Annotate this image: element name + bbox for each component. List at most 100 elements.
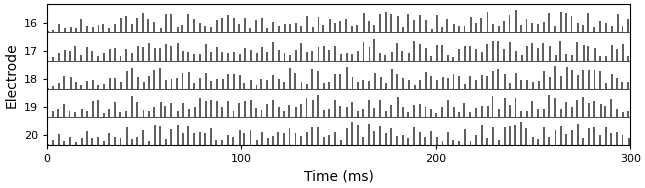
FancyArrow shape [627, 55, 629, 61]
FancyArrow shape [181, 73, 183, 89]
FancyArrow shape [250, 80, 252, 89]
FancyArrow shape [491, 96, 493, 117]
FancyArrow shape [402, 78, 404, 89]
FancyArrow shape [362, 137, 364, 145]
FancyArrow shape [515, 51, 517, 61]
FancyArrow shape [119, 138, 121, 145]
FancyArrow shape [159, 68, 161, 89]
FancyArrow shape [239, 130, 241, 145]
FancyArrow shape [272, 42, 274, 61]
FancyArrow shape [75, 142, 77, 145]
FancyArrow shape [346, 107, 348, 117]
FancyArrow shape [170, 14, 172, 32]
FancyArrow shape [491, 41, 493, 61]
FancyArrow shape [227, 101, 229, 117]
FancyArrow shape [351, 54, 353, 61]
FancyArrow shape [312, 100, 313, 117]
FancyArrow shape [227, 53, 229, 61]
FancyArrow shape [131, 139, 133, 145]
FancyArrow shape [413, 85, 415, 89]
FancyArrow shape [368, 124, 370, 145]
FancyArrow shape [306, 98, 308, 117]
FancyArrow shape [199, 98, 201, 117]
FancyArrow shape [312, 51, 313, 61]
FancyArrow shape [74, 112, 76, 117]
FancyArrow shape [125, 49, 127, 61]
FancyArrow shape [143, 47, 144, 61]
FancyArrow shape [504, 127, 506, 145]
FancyArrow shape [622, 135, 624, 145]
FancyArrow shape [430, 76, 432, 89]
FancyArrow shape [261, 47, 263, 61]
FancyArrow shape [306, 16, 308, 32]
FancyArrow shape [136, 102, 138, 117]
FancyArrow shape [470, 76, 471, 89]
FancyArrow shape [266, 104, 268, 117]
FancyArrow shape [543, 71, 545, 89]
FancyArrow shape [91, 138, 93, 145]
FancyArrow shape [126, 71, 128, 89]
FancyArrow shape [385, 12, 387, 32]
FancyArrow shape [555, 130, 557, 145]
FancyArrow shape [159, 48, 161, 61]
FancyArrow shape [216, 20, 218, 32]
FancyArrow shape [177, 27, 179, 32]
FancyArrow shape [402, 27, 404, 32]
FancyArrow shape [537, 139, 539, 145]
FancyArrow shape [373, 73, 375, 89]
FancyArrow shape [475, 49, 477, 61]
FancyArrow shape [419, 104, 421, 117]
FancyArrow shape [143, 82, 144, 89]
FancyArrow shape [373, 131, 375, 145]
FancyArrow shape [402, 107, 404, 117]
FancyArrow shape [352, 77, 353, 89]
FancyArrow shape [606, 127, 608, 145]
FancyArrow shape [430, 131, 432, 145]
FancyArrow shape [611, 45, 613, 61]
FancyArrow shape [154, 125, 155, 145]
FancyArrow shape [458, 112, 460, 117]
FancyArrow shape [194, 107, 195, 117]
FancyArrow shape [531, 43, 533, 61]
FancyArrow shape [182, 103, 184, 117]
FancyArrow shape [339, 21, 341, 32]
FancyArrow shape [555, 98, 557, 117]
FancyArrow shape [582, 25, 584, 32]
FancyArrow shape [407, 112, 409, 117]
FancyArrow shape [340, 140, 342, 145]
FancyArrow shape [57, 83, 59, 89]
FancyArrow shape [515, 73, 517, 89]
FancyArrow shape [436, 137, 438, 145]
FancyArrow shape [283, 82, 285, 89]
FancyArrow shape [187, 14, 189, 32]
FancyArrow shape [515, 11, 517, 32]
FancyArrow shape [328, 82, 330, 89]
FancyArrow shape [362, 80, 364, 89]
FancyArrow shape [317, 47, 319, 61]
FancyArrow shape [170, 79, 172, 89]
FancyArrow shape [288, 128, 290, 145]
FancyArrow shape [237, 103, 240, 117]
FancyArrow shape [250, 100, 252, 117]
FancyArrow shape [373, 108, 375, 117]
FancyArrow shape [249, 28, 251, 32]
FancyArrow shape [334, 46, 336, 61]
FancyArrow shape [509, 42, 511, 61]
FancyArrow shape [119, 56, 121, 61]
FancyArrow shape [520, 111, 522, 117]
FancyArrow shape [266, 80, 268, 89]
FancyArrow shape [379, 126, 381, 145]
FancyArrow shape [458, 26, 460, 32]
FancyArrow shape [622, 45, 624, 61]
FancyArrow shape [346, 53, 348, 61]
FancyArrow shape [47, 144, 49, 145]
FancyArrow shape [233, 52, 235, 61]
FancyArrow shape [81, 138, 83, 145]
FancyArrow shape [92, 51, 94, 61]
FancyArrow shape [391, 69, 393, 89]
FancyArrow shape [47, 31, 49, 32]
FancyArrow shape [317, 70, 319, 89]
FancyArrow shape [103, 84, 105, 89]
FancyArrow shape [492, 127, 494, 145]
FancyArrow shape [328, 109, 330, 117]
